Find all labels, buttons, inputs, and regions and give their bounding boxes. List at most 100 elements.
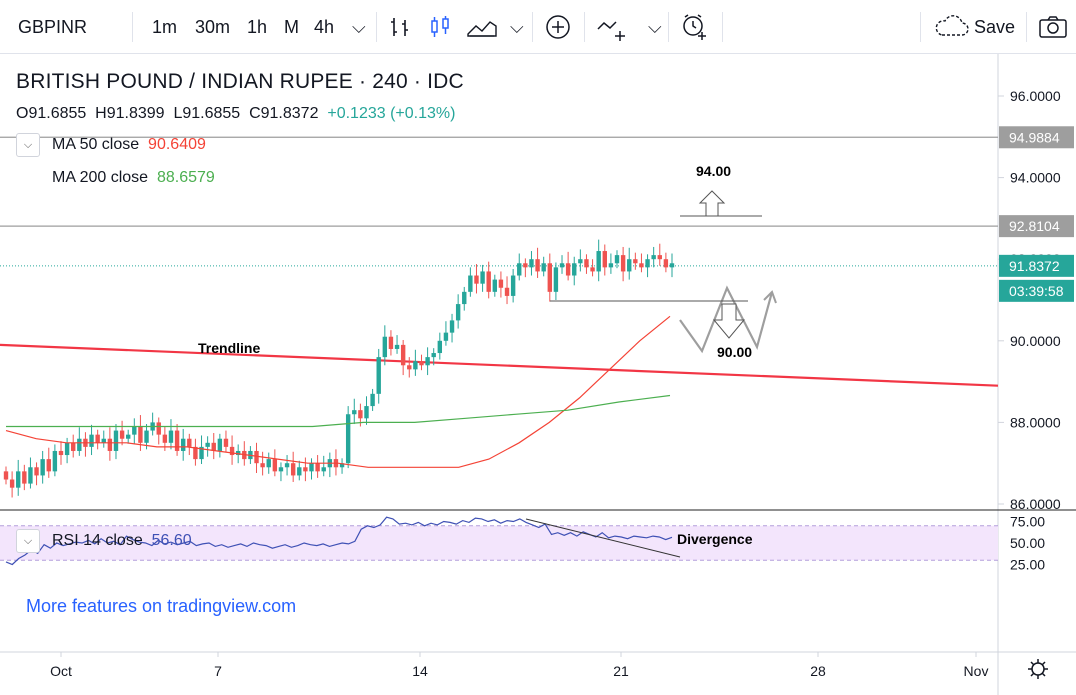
low-value: L91.6855 — [173, 105, 241, 122]
candle-body — [663, 259, 669, 268]
candle-body — [474, 275, 479, 284]
candle-body — [510, 275, 516, 296]
rsi-pane — [0, 516, 998, 566]
price-tick-label: 86.0000 — [1010, 496, 1061, 512]
alert-icon[interactable] — [680, 0, 710, 54]
time-tick-label: Oct — [50, 663, 72, 679]
chart-canvas[interactable]: 96.000094.000092.000090.000088.000086.00… — [0, 54, 1076, 695]
time-tick-label: 28 — [810, 663, 826, 679]
candle-body — [504, 287, 510, 296]
compare-chevron-down-icon[interactable]: ⌵ — [648, 16, 662, 37]
candle-body — [180, 438, 186, 451]
interval-chevron-down-icon[interactable]: ⌵ — [352, 16, 366, 37]
price-tick-label: 90.0000 — [1010, 333, 1061, 349]
candle-body — [3, 471, 9, 480]
resistance-price-label: 94.9884 — [1009, 129, 1060, 145]
tradingview-watermark-link[interactable]: More features on tradingview.com — [26, 596, 297, 616]
rsi-tick-label: 50.00 — [1010, 535, 1045, 551]
legend-collapse-chevron-icon[interactable]: ⌵ — [16, 133, 40, 157]
candle-body — [669, 263, 675, 268]
candle-body — [480, 271, 485, 284]
save-button[interactable]: Save — [934, 0, 1015, 54]
candle-body — [101, 438, 106, 443]
candle-body — [517, 263, 522, 276]
candle-body — [413, 361, 418, 370]
candle-body — [64, 442, 70, 456]
time-tick-label: Nov — [964, 663, 989, 679]
candle-body — [321, 467, 326, 472]
candle-body — [229, 446, 235, 456]
candle-body — [309, 463, 314, 472]
divergence-label: Divergence — [677, 531, 753, 547]
candle-body — [217, 438, 223, 451]
symbol-search-button[interactable]: GBPINR — [18, 16, 88, 37]
candle-body — [174, 430, 180, 451]
candle-body — [400, 344, 406, 366]
target-94-label: 94.00 — [696, 163, 732, 179]
rsi-legend[interactable]: RSI 14 close 56.60 — [52, 532, 192, 550]
candle-body — [199, 446, 204, 460]
bar-countdown-label: 03:39:58 — [1009, 283, 1064, 299]
bar-style-icon[interactable] — [388, 0, 414, 54]
rsi-collapse-chevron-icon[interactable]: ⌵ — [16, 529, 40, 553]
area-style-icon[interactable] — [466, 0, 498, 54]
toolbar-divider — [722, 12, 723, 42]
candle-body — [345, 414, 351, 464]
candle-body — [187, 438, 192, 447]
toolbar-divider — [584, 12, 585, 42]
candle-body — [144, 430, 149, 443]
candle-body — [58, 450, 64, 456]
candle-body — [71, 442, 76, 451]
compare-icon[interactable] — [596, 0, 630, 54]
price-tick-label: 88.0000 — [1010, 414, 1061, 430]
candle-body — [22, 471, 27, 484]
candle-body — [602, 251, 607, 268]
candle-body — [596, 251, 601, 272]
level-price-label: 92.8104 — [1009, 218, 1060, 234]
candle-body — [352, 410, 357, 415]
last-price-label-bg — [999, 254, 1074, 277]
candle-body — [9, 479, 15, 488]
candle-body — [52, 450, 58, 472]
high-value: H91.8399 — [95, 105, 165, 122]
divergence-line[interactable] — [525, 518, 681, 558]
candle-body — [437, 340, 443, 354]
candle-body — [193, 446, 198, 460]
toolbar-divider — [920, 12, 921, 42]
chart-settings-gear-icon[interactable] — [1028, 659, 1048, 679]
interval-30m-button[interactable]: 30m — [195, 16, 231, 37]
candle-body — [370, 393, 375, 407]
candle-body — [394, 344, 400, 349]
forecast-path[interactable] — [679, 285, 774, 354]
candle-body — [89, 434, 94, 447]
candle-body — [290, 463, 296, 476]
chart-style-chevron-down-icon[interactable]: ⌵ — [510, 16, 524, 37]
ma200-legend[interactable]: MA 200 close 88.6579 — [52, 169, 215, 187]
candle-body — [138, 426, 143, 443]
candle-style-icon[interactable] — [428, 0, 454, 54]
ma50-legend[interactable]: MA 50 close 90.6409 — [52, 136, 206, 154]
interval-1m-button[interactable]: 1m — [152, 16, 178, 37]
down-arrow-shape[interactable] — [712, 303, 746, 339]
trendline-label: Trendline — [198, 340, 261, 356]
candle-body — [156, 422, 161, 435]
camera-icon[interactable] — [1038, 0, 1068, 54]
candle-body — [168, 430, 174, 443]
time-tick-label: 21 — [613, 663, 629, 679]
add-indicator-icon[interactable] — [544, 0, 572, 54]
candle-body — [358, 410, 363, 419]
interval-4h-button[interactable]: 4h — [314, 16, 335, 37]
interval-m-button[interactable]: M — [284, 16, 299, 37]
target-90-label: 90.00 — [717, 344, 753, 360]
ma50-label: MA 50 close — [52, 136, 140, 153]
trendline[interactable] — [0, 343, 999, 387]
candle-body — [126, 434, 131, 439]
candle-body — [77, 438, 82, 451]
interval-1h-button[interactable]: 1h — [247, 16, 268, 37]
candle-body — [455, 304, 461, 321]
candle-body — [223, 438, 229, 447]
up-arrow-shape[interactable] — [698, 190, 726, 217]
candle-body — [547, 263, 552, 292]
resistance-price-label-bg — [999, 126, 1074, 149]
toolbar-divider — [376, 12, 377, 42]
